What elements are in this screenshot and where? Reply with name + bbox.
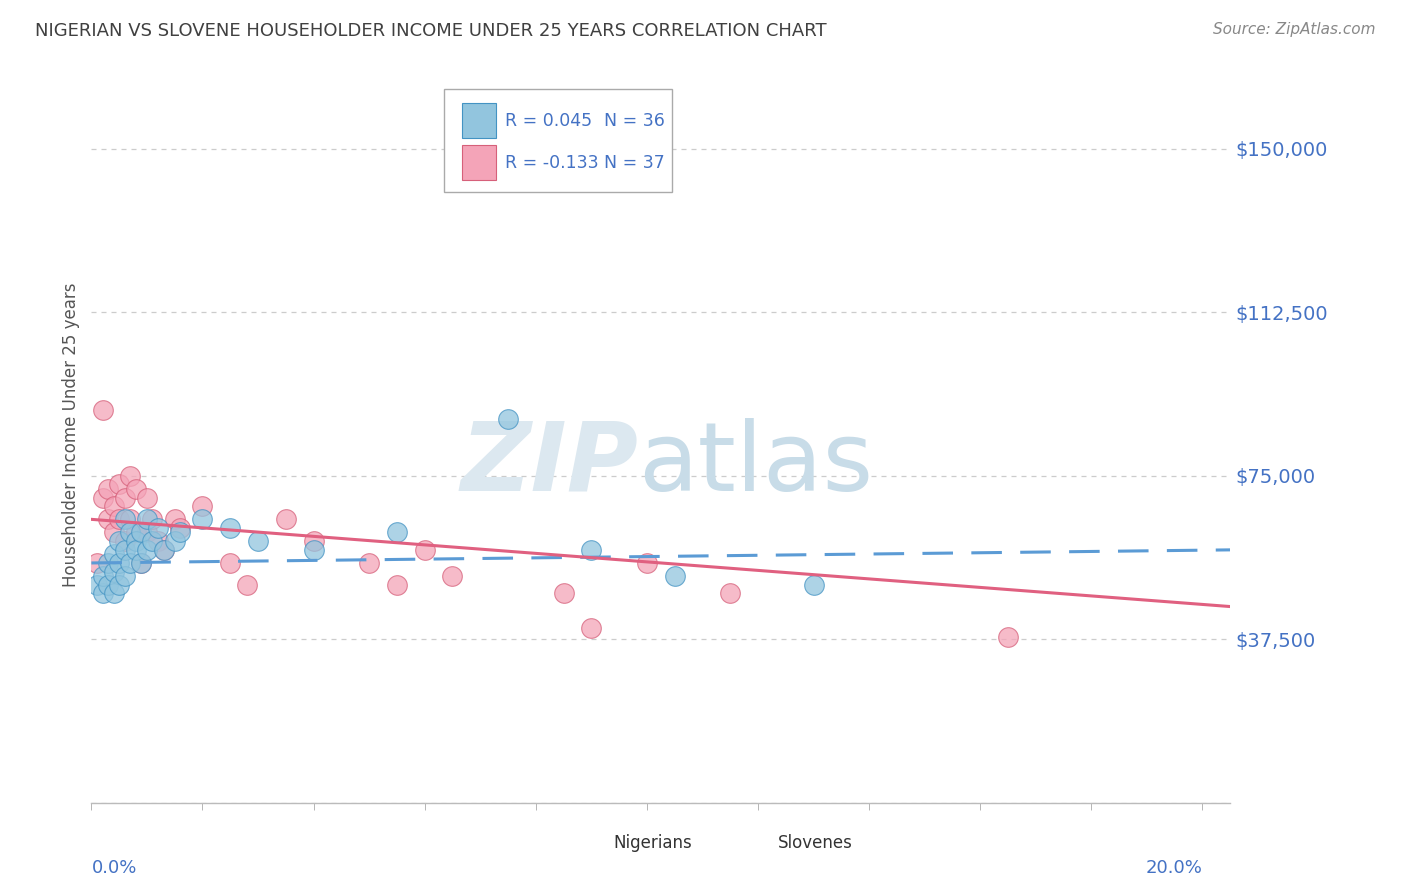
Text: 20.0%: 20.0% (1146, 860, 1202, 878)
FancyBboxPatch shape (444, 89, 672, 192)
Text: N = 36: N = 36 (605, 112, 665, 129)
Point (131, 556, 153, 570)
Point (191, 512, 214, 526)
Point (125, 525, 148, 540)
Point (302, 534, 325, 549)
Point (91, 586, 114, 600)
Point (152, 542, 174, 557)
Point (385, 578, 408, 592)
Point (114, 569, 136, 583)
Point (146, 534, 169, 549)
Point (803, 578, 825, 592)
Point (114, 542, 136, 557)
Point (108, 477, 131, 491)
Point (302, 542, 325, 557)
Point (496, 412, 519, 426)
Point (120, 556, 142, 570)
Point (219, 556, 242, 570)
Point (359, 556, 381, 570)
Point (141, 512, 163, 526)
Point (247, 534, 270, 549)
Point (108, 556, 131, 570)
Point (108, 534, 131, 549)
Point (103, 586, 125, 600)
Point (97, 578, 120, 592)
Point (219, 521, 242, 535)
Point (108, 578, 131, 592)
Point (636, 556, 658, 570)
Point (581, 542, 603, 557)
Point (120, 525, 142, 540)
Point (120, 468, 142, 483)
Point (125, 534, 148, 549)
Point (141, 534, 163, 549)
Point (114, 534, 136, 549)
FancyBboxPatch shape (461, 103, 496, 138)
Point (553, 586, 575, 600)
Point (97, 556, 120, 570)
Point (91, 403, 114, 417)
Point (146, 521, 169, 535)
FancyBboxPatch shape (735, 830, 766, 862)
Text: R = 0.045: R = 0.045 (505, 112, 592, 129)
Point (91, 491, 114, 505)
Point (718, 586, 741, 600)
Point (274, 512, 297, 526)
Point (125, 542, 148, 557)
FancyBboxPatch shape (461, 145, 496, 180)
FancyBboxPatch shape (569, 830, 602, 862)
Point (997, 630, 1019, 644)
Point (108, 512, 131, 526)
Point (163, 512, 186, 526)
Point (103, 565, 125, 579)
Text: R = -0.133: R = -0.133 (505, 153, 599, 171)
Text: atlas: atlas (638, 417, 873, 511)
Point (581, 621, 603, 635)
Text: Nigerians: Nigerians (613, 834, 692, 852)
Text: ZIP: ZIP (460, 417, 638, 511)
Point (385, 525, 408, 540)
Point (86, 578, 108, 592)
Point (120, 512, 142, 526)
Point (136, 542, 159, 557)
Text: NIGERIAN VS SLOVENE HOUSEHOLDER INCOME UNDER 25 YEARS CORRELATION CHART: NIGERIAN VS SLOVENE HOUSEHOLDER INCOME U… (35, 22, 827, 40)
Point (664, 569, 686, 583)
Text: 0.0%: 0.0% (91, 860, 136, 878)
Point (103, 500, 125, 514)
Point (86, 556, 108, 570)
Point (97, 512, 120, 526)
Point (97, 482, 120, 496)
Point (103, 547, 125, 561)
Y-axis label: Householder Income Under 25 years: Householder Income Under 25 years (62, 283, 80, 587)
Point (91, 569, 114, 583)
Point (136, 525, 159, 540)
Point (114, 491, 136, 505)
Point (131, 556, 153, 570)
Point (136, 491, 159, 505)
Point (125, 482, 148, 496)
Point (169, 525, 191, 540)
Point (131, 525, 153, 540)
Text: Source: ZipAtlas.com: Source: ZipAtlas.com (1212, 22, 1375, 37)
Point (169, 521, 191, 535)
Point (103, 525, 125, 540)
Point (136, 512, 159, 526)
Point (114, 512, 136, 526)
Text: Slovenes: Slovenes (778, 834, 853, 852)
Point (191, 500, 214, 514)
Point (441, 569, 464, 583)
Point (152, 542, 174, 557)
Text: N = 37: N = 37 (605, 153, 665, 171)
Point (163, 534, 186, 549)
Point (236, 578, 259, 592)
Point (413, 542, 436, 557)
